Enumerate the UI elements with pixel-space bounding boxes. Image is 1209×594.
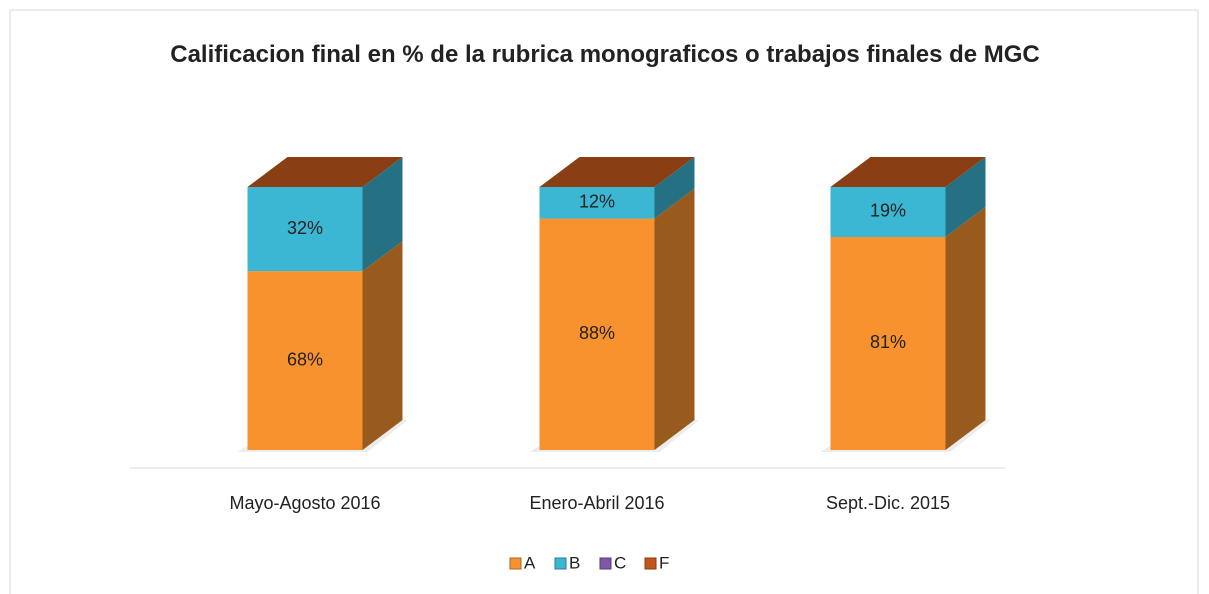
bar-segment [247,187,363,272]
legend-swatch [509,557,522,570]
bar-segment [539,218,655,450]
bar-segment [539,187,655,219]
bar-side [362,241,403,450]
legend-label: C [614,553,626,572]
title-box: Calificacion final en % de la rubrica mo… [170,41,1040,68]
bar-segment [830,236,946,450]
bar-segment [247,271,363,450]
bar-top [539,157,695,187]
data-label: 68% [287,349,323,369]
legend-swatch [554,557,567,570]
legend-label: F [659,553,669,572]
bar-top [830,157,986,187]
bar-side [945,206,986,450]
x-tick-label: Enero-Abril 2016 [529,493,664,513]
legend-swatch [599,557,612,570]
bar-side [362,157,403,272]
legend-label: A [524,553,536,572]
data-label: 81% [870,332,906,352]
bar-side [654,157,695,219]
data-label: 19% [870,201,906,221]
bar-side [945,157,986,237]
chart-frame [9,9,1199,594]
legend-label: B [569,553,580,572]
chart-title: Calificacion final en % de la rubrica mo… [170,41,1040,68]
x-tick-label: Mayo-Agosto 2016 [229,493,380,513]
data-label: 32% [287,218,323,238]
bar-segment [830,187,946,237]
data-label: 12% [579,192,615,212]
legend-swatch [644,557,657,570]
bar-top [247,157,403,187]
x-tick-label: Sept.-Dic. 2015 [826,493,950,513]
bar-side [654,188,695,450]
data-label: 88% [579,323,615,343]
